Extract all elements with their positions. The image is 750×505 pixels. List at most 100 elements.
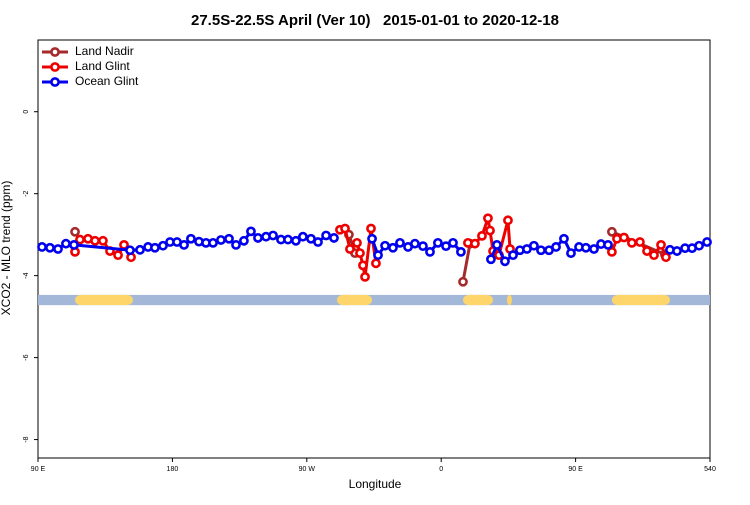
series-point	[366, 223, 376, 234]
series-point	[298, 231, 308, 242]
series-point	[418, 241, 428, 252]
x-tick-label: 0	[439, 466, 443, 473]
series-point	[503, 215, 513, 226]
series-point	[395, 237, 405, 248]
series-point	[290, 235, 301, 246]
series-point	[566, 248, 576, 258]
land-patch	[75, 294, 133, 306]
series-point	[69, 240, 79, 250]
legend-label: Land Nadir	[75, 44, 134, 58]
series-point	[313, 237, 323, 247]
series-point	[360, 271, 370, 282]
series-point	[224, 233, 234, 244]
series-point	[672, 246, 682, 256]
series-point	[268, 230, 278, 241]
series-point	[603, 240, 613, 250]
x-axis-label: Longitude	[349, 477, 402, 491]
series-point	[329, 233, 339, 243]
y-tick-label: -8	[23, 436, 30, 442]
series-point	[656, 240, 666, 250]
series-point	[125, 245, 135, 256]
x-tick-label: 180	[167, 466, 179, 473]
series-point	[53, 244, 63, 254]
chart-title: 27.5S-22.5S April (Ver 10) 2015-01-01 to…	[191, 12, 559, 29]
y-tick-label: -6	[23, 354, 30, 360]
series-point	[373, 250, 383, 261]
series-point	[425, 246, 435, 257]
series-point	[433, 237, 443, 248]
series-point	[492, 240, 502, 250]
land-patch	[336, 294, 373, 306]
series-point	[61, 238, 71, 249]
series-point	[508, 250, 518, 261]
series-point	[500, 256, 510, 267]
series-point	[37, 242, 47, 252]
land-patch	[611, 294, 670, 306]
series-point	[283, 234, 293, 245]
series-point	[380, 240, 390, 251]
y-tick-label: 0	[23, 110, 30, 114]
series-point	[410, 238, 420, 249]
series-point	[694, 240, 704, 251]
series-point	[536, 245, 546, 256]
series-point	[98, 235, 108, 246]
series-point	[371, 258, 381, 269]
ocean-band	[38, 294, 710, 306]
x-tick-label: 90 E	[31, 466, 46, 473]
series-point	[458, 276, 468, 287]
series-point	[253, 233, 263, 243]
series-point	[45, 242, 55, 253]
series-point	[448, 237, 458, 248]
legend-label: Land Glint	[75, 59, 130, 73]
series-point	[456, 246, 466, 257]
series-point	[158, 240, 168, 251]
series-point	[70, 226, 80, 237]
y-tick-label: -4	[23, 272, 30, 278]
series-point	[619, 232, 629, 243]
series-point	[606, 246, 617, 257]
series-point	[231, 240, 241, 250]
series-point	[355, 248, 365, 258]
series-point	[150, 242, 160, 253]
legend-label: Ocean Glint	[75, 74, 139, 88]
series-point	[581, 242, 591, 253]
series-point	[483, 213, 493, 224]
series-point	[340, 223, 350, 234]
series-point	[135, 244, 145, 255]
x-tick-label: 540	[704, 466, 716, 473]
y-axis-label: XCO2 - MLO trend (ppm)	[0, 181, 13, 316]
series-point	[470, 238, 480, 249]
series-point	[551, 242, 561, 252]
x-tick-label: 90 E	[568, 466, 583, 473]
series-point	[208, 237, 218, 248]
series-point	[642, 246, 652, 256]
series-point	[559, 233, 569, 244]
series-point	[606, 226, 617, 237]
x-tick-label: 90 W	[299, 466, 316, 473]
series-point	[216, 235, 226, 245]
series-point	[635, 237, 645, 247]
series-point	[485, 225, 495, 236]
land-patch	[463, 294, 494, 306]
series-point	[179, 240, 189, 250]
series-point	[649, 250, 659, 261]
series-point	[186, 233, 196, 244]
series-point	[321, 230, 331, 241]
series-point	[358, 260, 368, 271]
land-patch	[506, 294, 512, 306]
series-point	[589, 244, 599, 254]
series-point	[352, 237, 362, 248]
series-point	[529, 240, 539, 251]
series-point	[702, 237, 712, 247]
legend-marker	[50, 77, 60, 87]
legend-marker	[50, 62, 60, 72]
series-point	[477, 230, 487, 241]
y-tick-label: -2	[23, 190, 30, 196]
series-point	[246, 226, 256, 237]
series-point	[90, 235, 100, 246]
series-point	[486, 254, 496, 265]
series-point	[239, 235, 249, 246]
series-point	[345, 244, 355, 254]
series-point	[367, 233, 377, 244]
